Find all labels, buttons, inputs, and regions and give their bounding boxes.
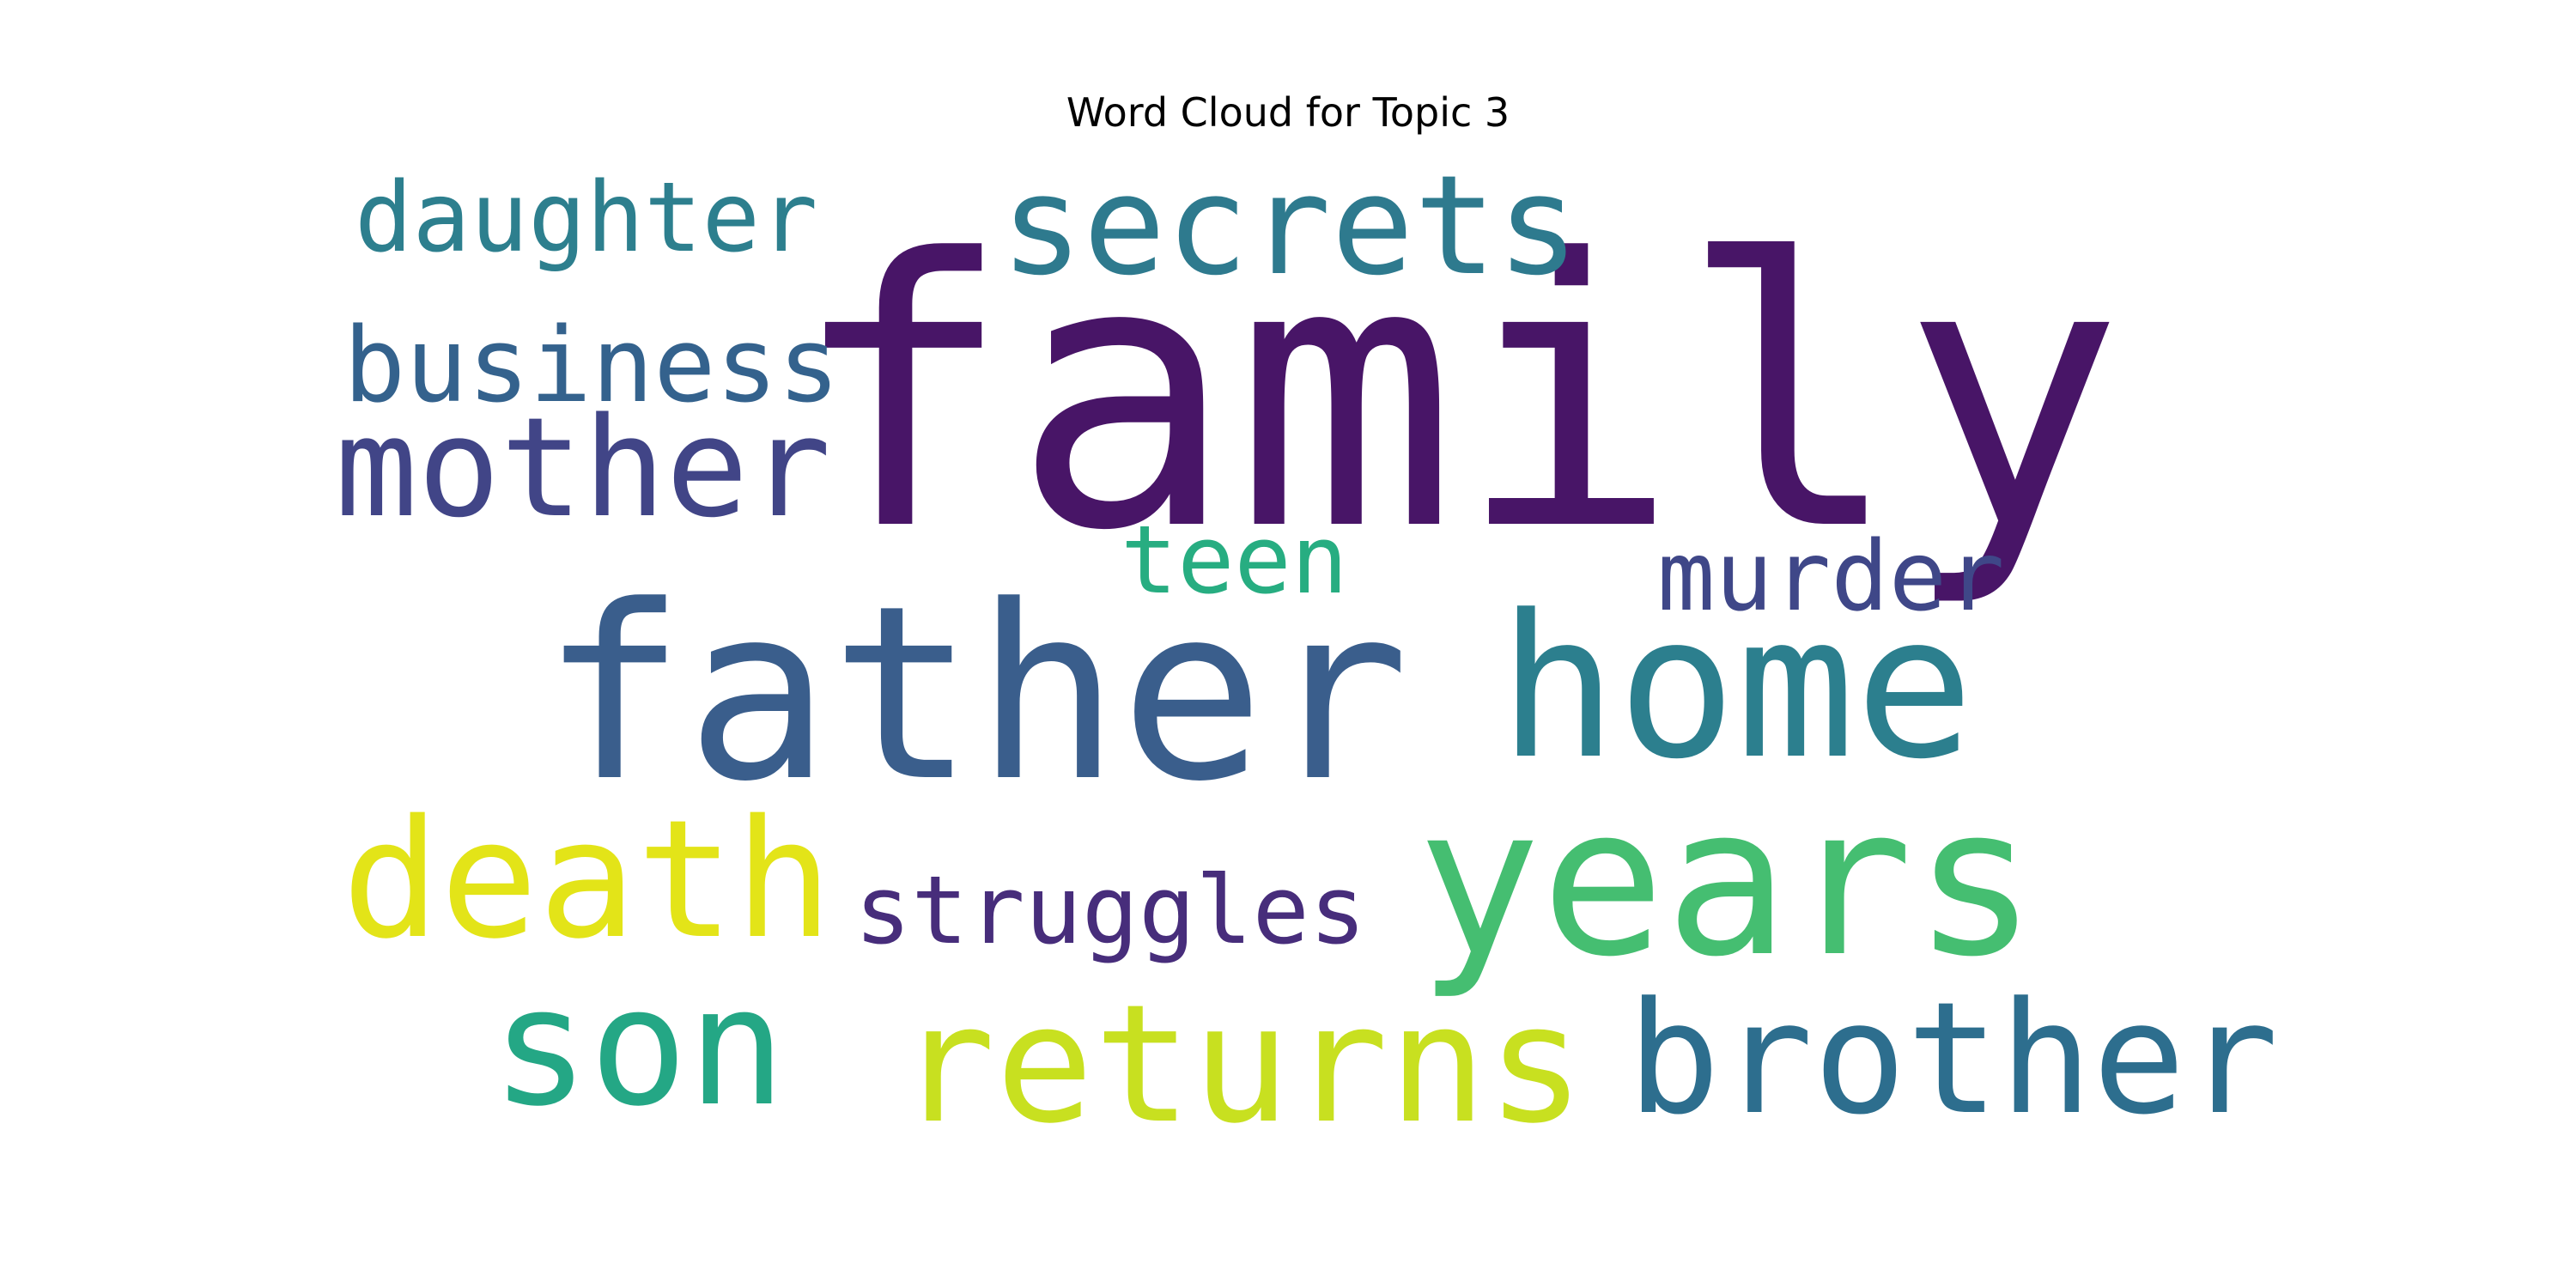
- word-death: death: [342, 785, 833, 975]
- word-murder: murder: [1657, 521, 2005, 633]
- word-secrets: secrets: [1000, 145, 1579, 306]
- word-family: family: [790, 182, 2123, 611]
- word-returns: returns: [897, 969, 1585, 1159]
- word-brother: brother: [1627, 969, 2279, 1149]
- word-struggles: struggles: [854, 855, 1366, 965]
- word-business: business: [343, 307, 840, 426]
- word-daughter: daughter: [355, 162, 817, 274]
- word-years: years: [1417, 762, 2037, 1002]
- word-teen: teen: [1121, 505, 1348, 615]
- word-son: son: [491, 952, 786, 1142]
- word-home: home: [1498, 574, 1974, 803]
- word-mother: mother: [335, 387, 831, 548]
- chart-title: Word Cloud for Topic 3: [1066, 89, 1510, 136]
- word-father: father: [541, 555, 1409, 835]
